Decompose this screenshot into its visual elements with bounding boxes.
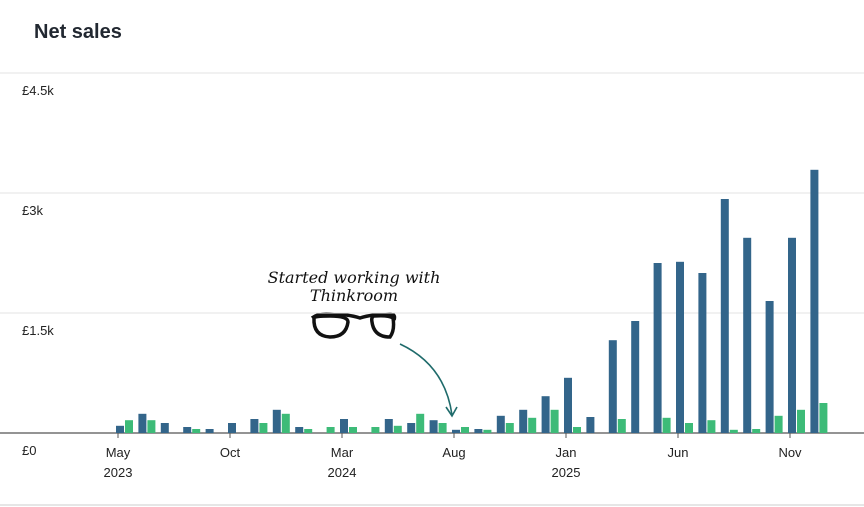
bar bbox=[743, 237, 752, 433]
bar bbox=[519, 409, 528, 433]
bar bbox=[429, 420, 438, 433]
bar bbox=[259, 423, 268, 433]
bar bbox=[541, 396, 550, 433]
bar bbox=[326, 427, 335, 433]
glasses-icon bbox=[310, 312, 397, 339]
bar bbox=[384, 419, 393, 433]
bar bbox=[698, 273, 707, 433]
bar bbox=[496, 415, 505, 433]
bar bbox=[228, 423, 236, 433]
annotation-arrow bbox=[399, 343, 458, 418]
x-tick-label: Jun bbox=[668, 445, 689, 460]
bar bbox=[281, 413, 290, 433]
bar bbox=[720, 199, 729, 433]
bar bbox=[474, 429, 483, 433]
bar bbox=[147, 420, 156, 433]
bar bbox=[819, 403, 828, 433]
bar bbox=[528, 417, 537, 433]
annotation: Started working with bbox=[268, 268, 441, 287]
bar bbox=[407, 423, 416, 433]
bar bbox=[505, 423, 514, 433]
bar bbox=[662, 417, 671, 433]
y-tick-label: £3k bbox=[22, 203, 43, 218]
bar bbox=[797, 409, 805, 433]
bar bbox=[272, 409, 281, 433]
bar bbox=[608, 340, 617, 433]
x-tick-label: May 2023 bbox=[104, 445, 133, 480]
bar bbox=[676, 261, 684, 433]
bar bbox=[564, 377, 572, 433]
bar bbox=[349, 427, 357, 433]
bar bbox=[125, 420, 133, 433]
bar bbox=[765, 301, 774, 433]
x-tick-label: Nov bbox=[778, 445, 802, 460]
bar bbox=[452, 429, 460, 433]
x-tick-label: Jan 2025 bbox=[552, 445, 581, 480]
bar bbox=[438, 423, 447, 433]
y-tick-label: £1.5k bbox=[22, 323, 54, 338]
bar bbox=[250, 419, 259, 433]
bar bbox=[205, 429, 214, 433]
bar bbox=[707, 420, 716, 433]
x-tick-label: Aug bbox=[442, 445, 465, 460]
chart-title: Net sales bbox=[34, 21, 122, 43]
y-tick-label: £4.5k bbox=[22, 83, 54, 98]
bar bbox=[653, 263, 662, 433]
bar bbox=[810, 169, 819, 434]
bar bbox=[295, 427, 304, 433]
bar bbox=[483, 429, 492, 433]
bar bbox=[573, 427, 581, 433]
bar bbox=[685, 423, 693, 433]
bar bbox=[116, 425, 124, 433]
bar bbox=[183, 427, 192, 433]
bar bbox=[393, 425, 402, 433]
x-tick-label: Mar 2024 bbox=[328, 445, 357, 480]
bar bbox=[631, 321, 640, 433]
bar bbox=[586, 417, 595, 433]
y-tick-label: £0 bbox=[22, 443, 36, 458]
bar bbox=[138, 413, 147, 433]
bar bbox=[752, 429, 761, 433]
bar bbox=[340, 419, 348, 433]
bar bbox=[304, 429, 313, 433]
annotation: Thinkroom bbox=[310, 286, 398, 305]
bar bbox=[160, 423, 169, 433]
x-tick-label: Oct bbox=[220, 445, 241, 460]
bar bbox=[788, 237, 796, 433]
bar bbox=[729, 429, 738, 433]
bar bbox=[416, 413, 425, 433]
bar bbox=[192, 429, 201, 433]
bar bbox=[550, 409, 559, 433]
bar bbox=[461, 427, 469, 433]
bar bbox=[774, 415, 783, 433]
bar bbox=[371, 427, 380, 433]
bar bbox=[617, 419, 626, 433]
